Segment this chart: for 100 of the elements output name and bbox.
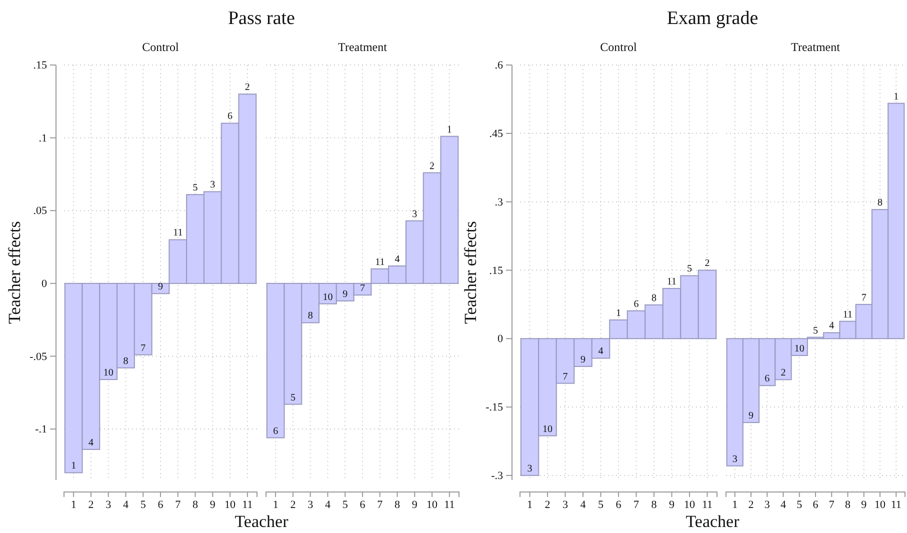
- x-tick-label: 4: [122, 498, 129, 511]
- annotation: 6: [273, 426, 278, 437]
- x-tick-label: 1: [527, 498, 533, 511]
- x-tick-label: 5: [140, 498, 146, 511]
- annotation: 10: [794, 344, 804, 354]
- annotation: 7: [360, 283, 365, 294]
- annotation: 3: [412, 208, 418, 220]
- annotation: 9: [748, 410, 754, 422]
- annotation: 6: [228, 111, 233, 122]
- y-tick-label: .1: [38, 132, 47, 144]
- x-tick-label: 1: [272, 498, 278, 511]
- annotation: 4: [829, 320, 834, 332]
- x-tick-label: 1: [732, 498, 738, 511]
- annotation: 2: [704, 258, 710, 270]
- annotation: 1: [894, 91, 899, 102]
- annotation: 7: [562, 371, 568, 382]
- annotation: 1: [616, 308, 621, 319]
- annotation: 5: [686, 264, 692, 275]
- y-axis-title: Teacher effects: [461, 221, 480, 324]
- annotation: 9: [342, 288, 348, 300]
- annotation: 3: [210, 180, 216, 191]
- chart-subtitle: Treatment: [791, 40, 841, 54]
- y-tick-label: -.3: [491, 470, 504, 482]
- annotation: 5: [813, 325, 818, 336]
- x-tick-label: 8: [394, 498, 401, 511]
- y-tick-label: 0: [42, 278, 48, 290]
- x-tick-label: 10: [426, 498, 438, 511]
- x-tick-label: 9: [861, 498, 868, 511]
- x-tick-label: 1: [70, 498, 76, 511]
- annotation: 10: [103, 368, 114, 379]
- x-tick-label: 3: [308, 498, 314, 511]
- x-tick-label: 7: [175, 498, 182, 511]
- x-tick-label: 6: [360, 498, 366, 511]
- y-tick-label: .05: [33, 205, 48, 218]
- x-tick-label: 7: [828, 498, 835, 511]
- annotation: 10: [322, 292, 333, 303]
- x-tick-label: 11: [702, 498, 713, 511]
- y-tick-label: .15: [489, 264, 504, 277]
- annotation: 3: [732, 454, 738, 465]
- annotation: 9: [580, 354, 586, 366]
- annotation: 7: [861, 292, 866, 304]
- x-axis-title: Teacher: [234, 512, 289, 531]
- annotation: 4: [88, 437, 94, 448]
- x-tick-label: 8: [192, 498, 199, 511]
- y-tick-label: -.05: [30, 350, 48, 363]
- annotation: 1: [71, 460, 76, 472]
- x-tick-label: 6: [812, 498, 819, 511]
- x-tick-label: 2: [290, 498, 296, 511]
- annotation: 7: [140, 342, 146, 354]
- chart-title: Exam grade: [666, 8, 758, 29]
- x-tick-label: 7: [634, 498, 640, 511]
- annotation: 5: [192, 182, 198, 194]
- x-tick-label: 9: [668, 498, 675, 511]
- x-tick-label: 5: [598, 498, 604, 511]
- y-tick-label: 0: [498, 333, 504, 346]
- x-tick-label: 2: [748, 498, 754, 511]
- x-tick-label: 9: [412, 498, 418, 511]
- annotation: 5: [290, 392, 296, 404]
- annotation: 10: [542, 424, 553, 435]
- x-tick-label: 11: [444, 498, 455, 511]
- x-tick-label: 11: [242, 498, 253, 511]
- y-tick-label: .6: [494, 60, 504, 72]
- chart-subtitle: Control: [142, 40, 180, 54]
- x-tick-label: 10: [874, 498, 886, 511]
- x-axis-title: Teacher: [686, 512, 740, 531]
- x-tick-label: 2: [88, 498, 94, 511]
- x-tick-label: 3: [764, 498, 770, 511]
- annotation: 9: [158, 282, 163, 293]
- x-tick-label: 5: [342, 498, 348, 511]
- annotation: 1: [446, 124, 452, 136]
- x-tick-label: 4: [780, 498, 786, 511]
- y-axis-title: Teacher effects: [5, 221, 24, 324]
- annotation: 2: [780, 368, 786, 379]
- chart-subtitle: Treatment: [338, 40, 388, 54]
- annotation: 8: [123, 356, 128, 367]
- annotation: 8: [878, 198, 883, 209]
- annotation: 4: [598, 346, 604, 358]
- chart-title: Pass rate: [228, 8, 296, 29]
- x-tick-label: 6: [158, 498, 164, 511]
- x-tick-label: 9: [210, 498, 216, 511]
- annotation: 4: [394, 254, 400, 265]
- x-tick-label: 6: [616, 498, 622, 511]
- annotation: 2: [430, 160, 435, 172]
- annotation: 2: [244, 82, 250, 94]
- y-tick-label: .15: [33, 60, 48, 72]
- chart-subtitle: Control: [600, 40, 638, 54]
- x-tick-label: 11: [890, 498, 902, 511]
- annotation: 8: [651, 292, 656, 304]
- x-tick-label: 3: [106, 498, 112, 511]
- x-tick-label: 4: [580, 498, 586, 511]
- x-tick-label: 5: [796, 498, 803, 511]
- x-tick-label: 8: [845, 498, 851, 511]
- x-tick-label: 2: [544, 498, 550, 511]
- x-tick-label: 7: [377, 498, 384, 511]
- annotation: 11: [666, 276, 677, 288]
- x-tick-label: 3: [562, 498, 569, 511]
- x-tick-label: 10: [684, 498, 696, 511]
- x-tick-label: 10: [224, 498, 236, 511]
- x-tick-label: 4: [324, 498, 331, 511]
- annotation: 8: [308, 310, 313, 322]
